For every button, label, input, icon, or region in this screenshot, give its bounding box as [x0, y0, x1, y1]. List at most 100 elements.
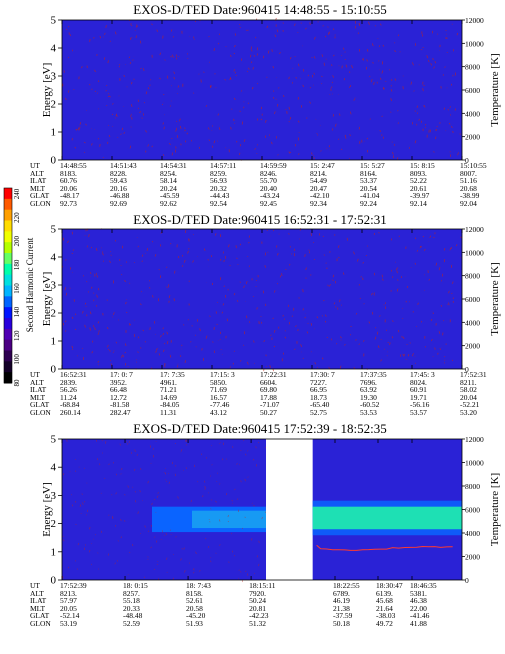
colorbar-segment [4, 242, 12, 254]
colorbar-segment [4, 328, 12, 341]
left-energy-band-core [192, 510, 266, 529]
ephemeris-cell: 260.14 [60, 408, 81, 417]
colorbar-segment [4, 318, 12, 330]
colorbar-segment [4, 253, 12, 265]
ephemeris-cell: 18:46:35 [410, 581, 437, 590]
ephemeris-cell: 46.19 [333, 596, 350, 606]
ephemeris-cell: -39.97 [410, 191, 430, 201]
panel-1-title: EXOS-D/TED Date:960415 14:48:55 - 15:10:… [133, 2, 387, 17]
ephemeris-cell: 54.49 [310, 176, 327, 186]
colorbar-segment [4, 361, 12, 373]
ephemeris-cell: -68.84 [60, 400, 80, 410]
ephemeris-cell: 53.53 [360, 408, 377, 417]
ephemeris-row-label: GLAT [30, 400, 50, 410]
ephemeris-cell: 92.14 [410, 199, 427, 208]
ephemeris-cell: 4961. [160, 377, 177, 387]
ephemeris-cell: 8093. [410, 168, 427, 178]
y2-tick-label: 2000 [465, 133, 480, 142]
temperature-line [316, 544, 453, 551]
ephemeris-cell: 8228. [110, 168, 127, 178]
colorbar-segment [4, 372, 12, 384]
ephemeris-cell: -48.48 [123, 611, 143, 621]
ephemeris-cell: 58.02 [460, 385, 477, 395]
panel-3-ephemeris-table: UT ALT ILAT MLT GLAT GLON 17:52:39 8213. 57.97 20… [30, 582, 470, 630]
ephemeris-cell: 12.72 [110, 392, 127, 402]
ephemeris-cell: 14:54:31 [160, 161, 187, 170]
colorbar-tick-label: 120 [13, 330, 21, 341]
ephemeris-row-label: GLON [30, 408, 51, 417]
colorbar-segment [4, 198, 12, 211]
ephemeris-cell: 17.88 [260, 392, 277, 402]
colorbar-tick-label: 100 [13, 354, 21, 365]
ephemeris-cell: 63.92 [360, 385, 377, 395]
ephemeris-cell: -45.59 [160, 191, 180, 201]
ephemeris-cell: 17:52:39 [60, 581, 87, 590]
panel-2-title: EXOS-D/TED Date:960415 16:52:31 - 17:52:… [133, 212, 387, 227]
ephemeris-cell: 14:59:59 [260, 161, 287, 170]
colorbar-tick-label: 180 [13, 259, 21, 270]
ephemeris-cell: 20.05 [60, 603, 77, 613]
ephemeris-cell: -41.46 [410, 611, 430, 621]
ephemeris-row-label: MLT [30, 183, 46, 193]
y-tick-label: 1 [51, 546, 57, 558]
y-tick-label: 3 [51, 490, 57, 502]
y-tick-label: 2 [51, 308, 57, 320]
colorbar-tick-label: 160 [13, 283, 21, 294]
ephemeris-cell: -48.17 [60, 191, 80, 201]
ephemeris-cell: 8213. [60, 588, 77, 598]
ephemeris-cell: 55.18 [123, 596, 140, 606]
y-axis-label: Energy [eV] [41, 482, 53, 536]
y2-tick-label: 8000 [465, 482, 480, 491]
ephemeris-cell: 59.43 [110, 176, 127, 186]
ephemeris-cell: 66.95 [310, 385, 327, 395]
ephemeris-cell: 8246. [260, 168, 277, 178]
ephemeris-cell: 58.14 [160, 176, 177, 186]
colorbar-segment [4, 350, 12, 362]
y2-tick-label: 2000 [465, 553, 480, 562]
y2-axis-label: Temperature [K] [489, 262, 501, 335]
panel-2-ephemeris-table: UT ALT ILAT MLT GLAT GLON 16:52:31 2839. 56.26 11… [30, 370, 487, 419]
ephemeris-cell: 8259. [210, 168, 227, 178]
ephemeris-cell: 22.00 [410, 603, 427, 613]
colorbar-tick-label: 140 [13, 306, 21, 317]
y-tick-label: 0 [51, 575, 57, 587]
ephemeris-cell: 8183. [60, 168, 77, 178]
ephemeris-cell: -44.43 [210, 191, 230, 201]
ephemeris-cell: 17:30: 7 [310, 370, 335, 379]
y-tick-label: 3 [51, 280, 57, 292]
y2-tick-label: 0 [465, 156, 469, 165]
ephemeris-cell: -60.52 [360, 400, 380, 410]
ephemeris-cell: 56.26 [60, 385, 77, 395]
ephemeris-cell: 6139. [376, 588, 393, 598]
ephemeris-cell: 282.47 [110, 408, 131, 417]
y-tick-label: 4 [51, 43, 57, 55]
ephemeris-cell: 46.38 [410, 596, 427, 606]
ephemeris-cell: 17:37:35 [360, 370, 387, 379]
y2-tick-label: 6000 [465, 506, 480, 515]
y-tick-label: 1 [51, 336, 57, 348]
ephemeris-cell: 45.68 [376, 596, 393, 606]
ephemeris-cell: 50.18 [333, 619, 350, 628]
ephemeris-row-label: MLT [30, 392, 46, 402]
ephemeris-cell: 92.54 [210, 199, 227, 208]
ephemeris-cell: 17: 7:35 [160, 370, 185, 379]
ephemeris-cell: 17:15: 3 [210, 370, 235, 379]
ephemeris-cell: 49.72 [376, 619, 393, 628]
ephemeris-row-label: ALT [30, 168, 44, 178]
ephemeris-cell: 53.57 [410, 408, 427, 417]
y2-tick-label: 8000 [465, 63, 480, 72]
ephemeris-cell: 15:10:55 [460, 161, 487, 170]
ephemeris-cell: 53.19 [60, 619, 77, 628]
ephemeris-row-label: UT [30, 581, 40, 590]
ephemeris-cell: -52.21 [460, 400, 480, 410]
ephemeris-cell: 6604. [260, 377, 277, 387]
ephemeris-cell: -52.14 [60, 611, 80, 621]
y2-tick-label: 6000 [465, 295, 480, 304]
spectrogram-background [62, 20, 462, 160]
colorbar-tick-label: 240 [13, 188, 21, 199]
panel-1-ephemeris-table: UT ALT ILAT MLT GLAT GLON 14:48:55 8183. 60.76 20… [30, 161, 487, 210]
ephemeris-cell: 20.33 [123, 603, 140, 613]
ephemeris-cell: 14.69 [160, 392, 177, 402]
ephemeris-cell: 92.04 [460, 199, 477, 208]
colorbar-segment [4, 285, 12, 297]
